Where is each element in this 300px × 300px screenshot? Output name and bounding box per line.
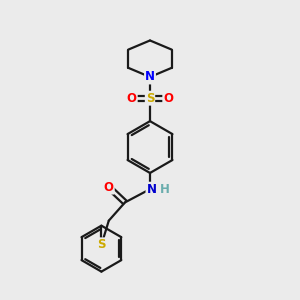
Text: O: O <box>127 92 137 105</box>
Text: O: O <box>163 92 173 105</box>
Text: N: N <box>146 183 157 196</box>
Text: S: S <box>146 92 154 105</box>
Text: H: H <box>160 183 170 196</box>
Text: N: N <box>145 70 155 83</box>
Text: O: O <box>104 181 114 194</box>
Text: S: S <box>97 238 106 251</box>
